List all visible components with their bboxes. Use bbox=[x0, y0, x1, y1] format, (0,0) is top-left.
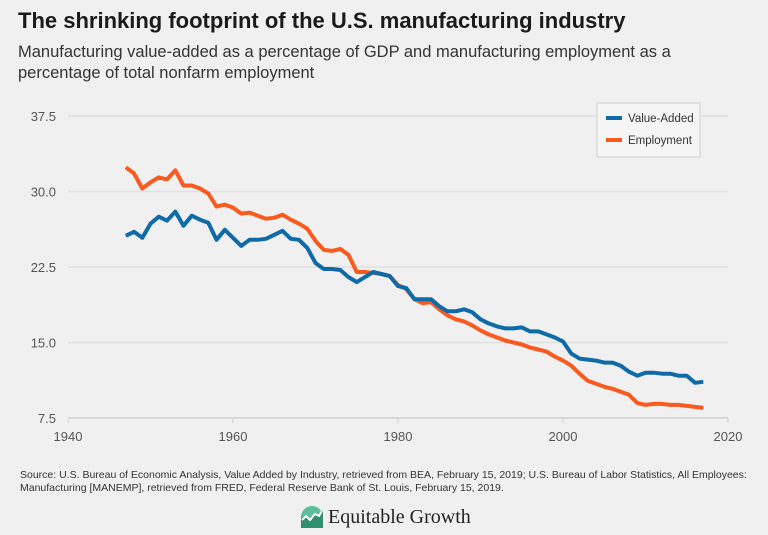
y-tick-label: 30.0 bbox=[31, 185, 56, 200]
x-tick-label: 1980 bbox=[384, 429, 413, 444]
x-tick-label: 2020 bbox=[714, 429, 743, 444]
logo-text: Equitable Growth bbox=[328, 505, 471, 528]
y-tick-label: 15.0 bbox=[31, 336, 56, 351]
logo-icon bbox=[301, 506, 323, 528]
legend-label: Employment bbox=[628, 135, 693, 147]
series-line-employment bbox=[124, 165, 704, 410]
chart-subtitle: Manufacturing value-added as a percentag… bbox=[18, 43, 671, 82]
chart-title: The shrinking footprint of the U.S. manu… bbox=[18, 8, 626, 33]
y-tick-label: 37.5 bbox=[31, 109, 56, 124]
legend-label: Value-Added bbox=[628, 113, 694, 125]
x-tick-label: 2000 bbox=[549, 429, 578, 444]
x-tick-label: 1940 bbox=[54, 429, 83, 444]
y-tick-label: 22.5 bbox=[31, 260, 56, 275]
line-chart: 7.5 15.0 22.5 30.0 37.5 1940 1960 1980 2000 2020 V… bbox=[31, 102, 743, 444]
series-line-value-added bbox=[124, 209, 704, 385]
legend-box bbox=[596, 102, 701, 158]
source-note: Source: U.S. Bureau of Economic Analysis… bbox=[20, 469, 747, 494]
x-tick-label: 1960 bbox=[219, 429, 248, 444]
equitable-growth-logo: Equitable Growth bbox=[300, 505, 471, 529]
y-tick-label: 7.5 bbox=[38, 411, 56, 426]
